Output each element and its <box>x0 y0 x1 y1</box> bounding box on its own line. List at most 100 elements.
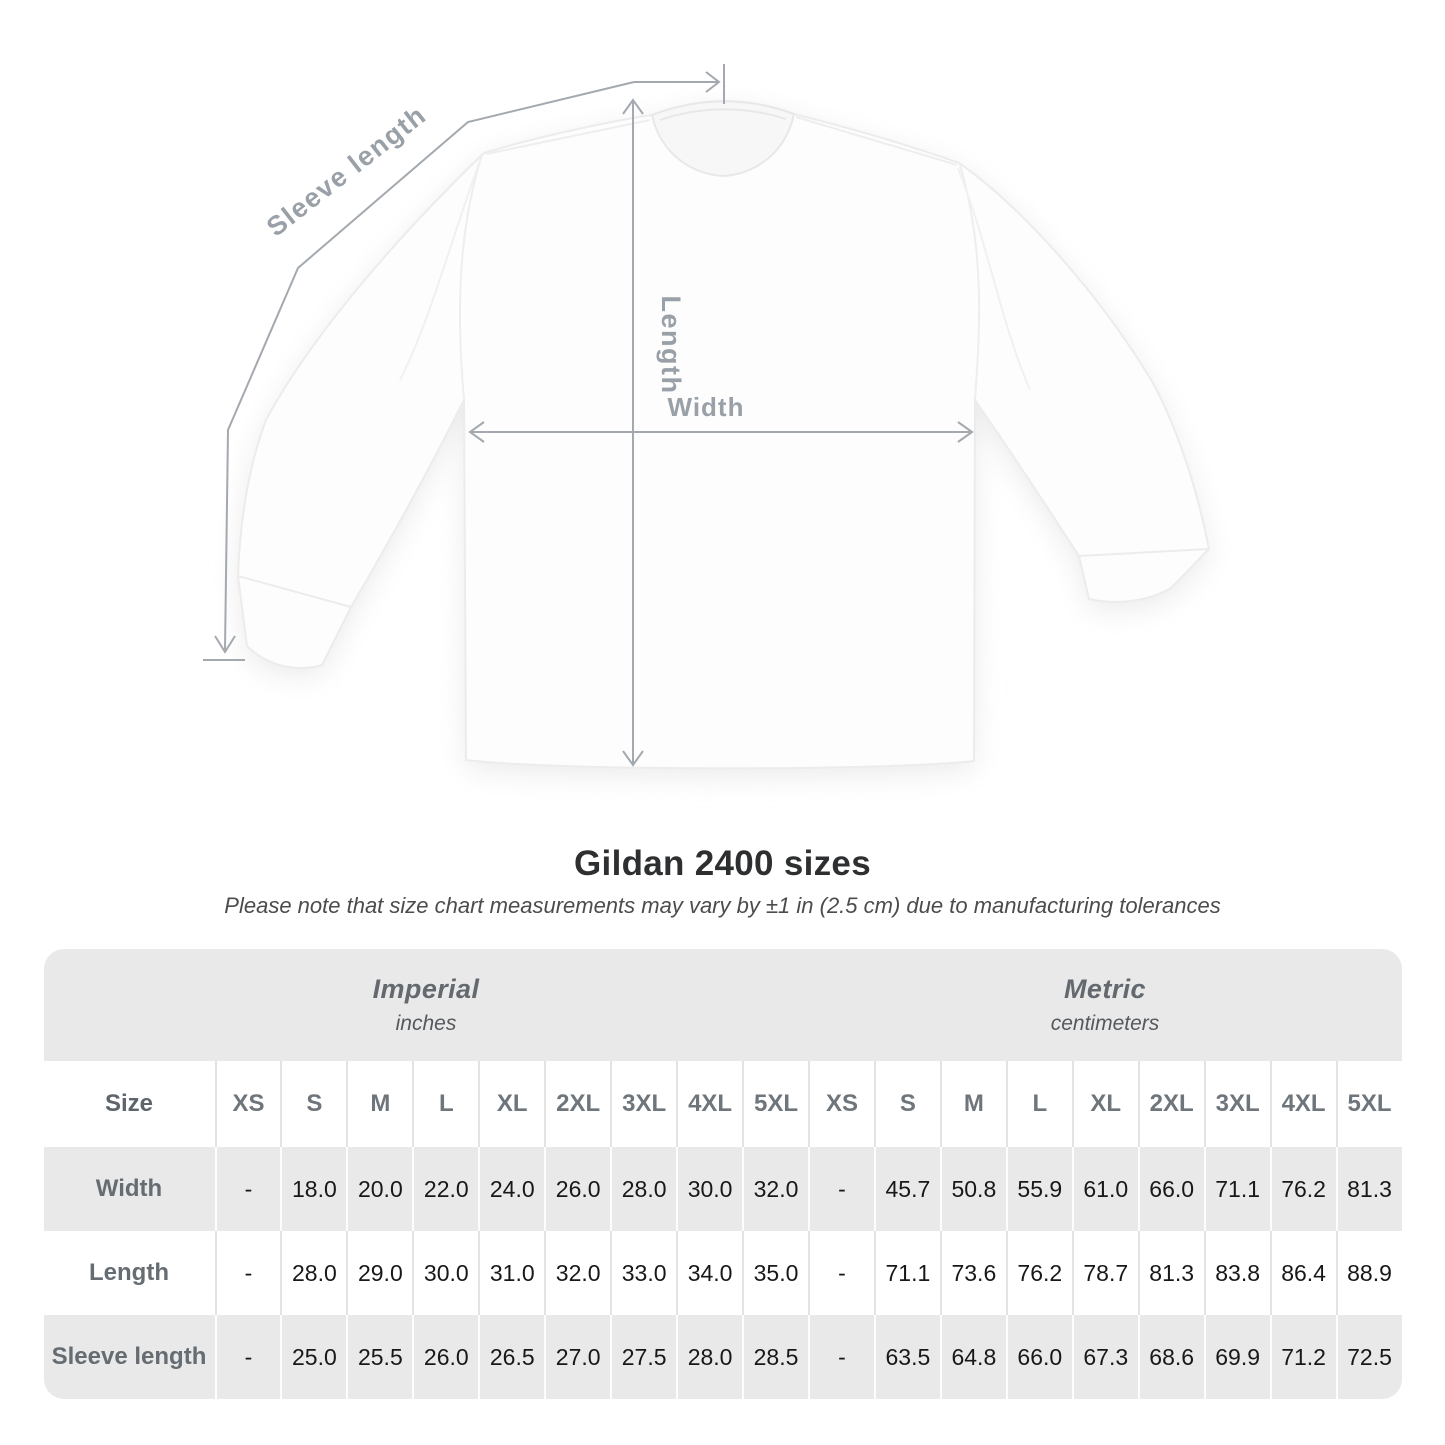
value-cell: 68.6 <box>1137 1315 1204 1399</box>
value-cell: 55.9 <box>1005 1147 1072 1231</box>
metric-group-header: Metric centimeters <box>809 949 1402 1061</box>
value-cell: 18.0 <box>280 1147 346 1231</box>
value-cell: - <box>807 1315 874 1399</box>
value-cell: 20.0 <box>346 1147 412 1231</box>
size-header-cell: S <box>873 1061 940 1147</box>
size-header-cell: 2XL <box>1137 1061 1204 1147</box>
shirt-measurement-diagram: Sleeve length Length Width <box>203 64 1211 777</box>
table-row-width: Width - 18.0 20.0 22.0 24.0 26.0 28.0 30… <box>43 1147 1402 1231</box>
value-cell: 78.7 <box>1071 1231 1138 1315</box>
size-header-cell: 4XL <box>676 1061 742 1147</box>
value-cell: 28.5 <box>742 1315 808 1399</box>
collar-rib-line <box>659 108 787 121</box>
value-cell: 69.9 <box>1203 1315 1270 1399</box>
value-cell: 28.0 <box>676 1315 742 1399</box>
tolerance-note: Please note that size chart measurements… <box>224 893 1221 918</box>
value-cell: 26.0 <box>412 1315 478 1399</box>
size-header-cell: 5XL <box>742 1061 808 1147</box>
size-header-cell: XS <box>214 1061 281 1147</box>
measurement-lines <box>203 64 974 767</box>
value-cell: 24.0 <box>478 1147 544 1231</box>
value-cell: - <box>807 1231 874 1315</box>
value-cell: 81.3 <box>1335 1147 1402 1231</box>
value-cell: 25.0 <box>280 1315 346 1399</box>
value-cell: 26.5 <box>478 1315 544 1399</box>
size-header-cell: L <box>1005 1061 1072 1147</box>
value-cell: 33.0 <box>610 1231 676 1315</box>
value-cell: 26.0 <box>544 1147 610 1231</box>
value-cell: 27.5 <box>610 1315 676 1399</box>
size-header-cell: S <box>280 1061 346 1147</box>
size-table: Imperial inches Metric centimeters Size … <box>43 949 1402 1399</box>
width-line <box>468 421 974 443</box>
size-header-cell: XL <box>1071 1061 1138 1147</box>
cuff-seam-left <box>237 575 352 608</box>
value-cell: 50.8 <box>939 1147 1006 1231</box>
value-cell: 27.0 <box>544 1315 610 1399</box>
imperial-label: Imperial <box>372 974 480 1004</box>
value-cell: 76.2 <box>1269 1147 1336 1231</box>
shirt-silhouette <box>236 100 1211 770</box>
size-header-cell: M <box>346 1061 412 1147</box>
value-cell: 73.6 <box>939 1231 1006 1315</box>
value-cell: 35.0 <box>742 1231 808 1315</box>
shoulder-seam-left <box>485 119 651 155</box>
value-cell: 83.8 <box>1203 1231 1270 1315</box>
table-row-sleeve-length: Sleeve length - 25.0 25.5 26.0 26.5 27.0… <box>43 1315 1402 1399</box>
sleeve-length-line <box>203 64 725 661</box>
value-cell: - <box>214 1147 281 1231</box>
value-cell: - <box>807 1147 874 1231</box>
size-header-row: Size XS S M L XL 2XL 3XL 4XL 5XL XS S M … <box>43 1061 1402 1147</box>
value-cell: 66.0 <box>1005 1315 1072 1399</box>
value-cell: 66.0 <box>1137 1147 1204 1231</box>
value-cell: 71.2 <box>1269 1315 1336 1399</box>
value-cell: 22.0 <box>412 1147 478 1231</box>
metric-label: Metric <box>1064 974 1146 1004</box>
value-cell: 64.8 <box>939 1315 1006 1399</box>
length-label: Length <box>656 296 686 395</box>
size-header-cell: L <box>412 1061 478 1147</box>
cuff-seam-right <box>1078 548 1210 557</box>
size-col-header: Size <box>104 1090 154 1117</box>
value-cell: 28.0 <box>610 1147 676 1231</box>
size-header-cell: 4XL <box>1269 1061 1336 1147</box>
value-cell: 32.0 <box>544 1231 610 1315</box>
size-header-cell: 2XL <box>544 1061 610 1147</box>
size-header-cell: 3XL <box>1203 1061 1270 1147</box>
width-label: Width <box>668 392 745 422</box>
sleeve-length-label: Sleeve length <box>261 99 432 242</box>
row-label: Length <box>89 1259 169 1286</box>
metric-unit: centimeters <box>1050 1012 1160 1035</box>
shoulder-seam-right <box>795 116 958 166</box>
value-cell: 67.3 <box>1071 1315 1138 1399</box>
value-cell: 81.3 <box>1137 1231 1204 1315</box>
imperial-unit: inches <box>395 1012 457 1035</box>
value-cell: 71.1 <box>873 1231 940 1315</box>
value-cell: 29.0 <box>346 1231 412 1315</box>
value-cell: 63.5 <box>873 1315 940 1399</box>
value-cell: 30.0 <box>676 1147 742 1231</box>
sleeve-fold-left <box>399 159 481 381</box>
sleeve-fold-right <box>957 167 1031 391</box>
value-cell: 32.0 <box>742 1147 808 1231</box>
value-cell: 72.5 <box>1335 1315 1402 1399</box>
value-cell: 31.0 <box>478 1231 544 1315</box>
value-cell: - <box>214 1231 281 1315</box>
unit-group-band: Imperial inches Metric centimeters <box>43 949 1402 1061</box>
value-cell: 34.0 <box>676 1231 742 1315</box>
value-cell: 86.4 <box>1269 1231 1336 1315</box>
long-sleeve-shirt <box>236 100 1211 770</box>
size-header-cell: XS <box>807 1061 874 1147</box>
size-header-cell: M <box>939 1061 1006 1147</box>
value-cell: 45.7 <box>873 1147 940 1231</box>
table-row-length: Length - 28.0 29.0 30.0 31.0 32.0 33.0 3… <box>43 1231 1402 1315</box>
armhole-seam-left <box>458 154 483 401</box>
value-cell: 30.0 <box>412 1231 478 1315</box>
value-cell: 88.9 <box>1335 1231 1402 1315</box>
value-cell: 28.0 <box>280 1231 346 1315</box>
value-cell: 61.0 <box>1071 1147 1138 1231</box>
value-cell: 25.5 <box>346 1315 412 1399</box>
row-label: Width <box>95 1175 163 1202</box>
size-header-cell: 5XL <box>1335 1061 1402 1147</box>
value-cell: - <box>214 1315 281 1399</box>
